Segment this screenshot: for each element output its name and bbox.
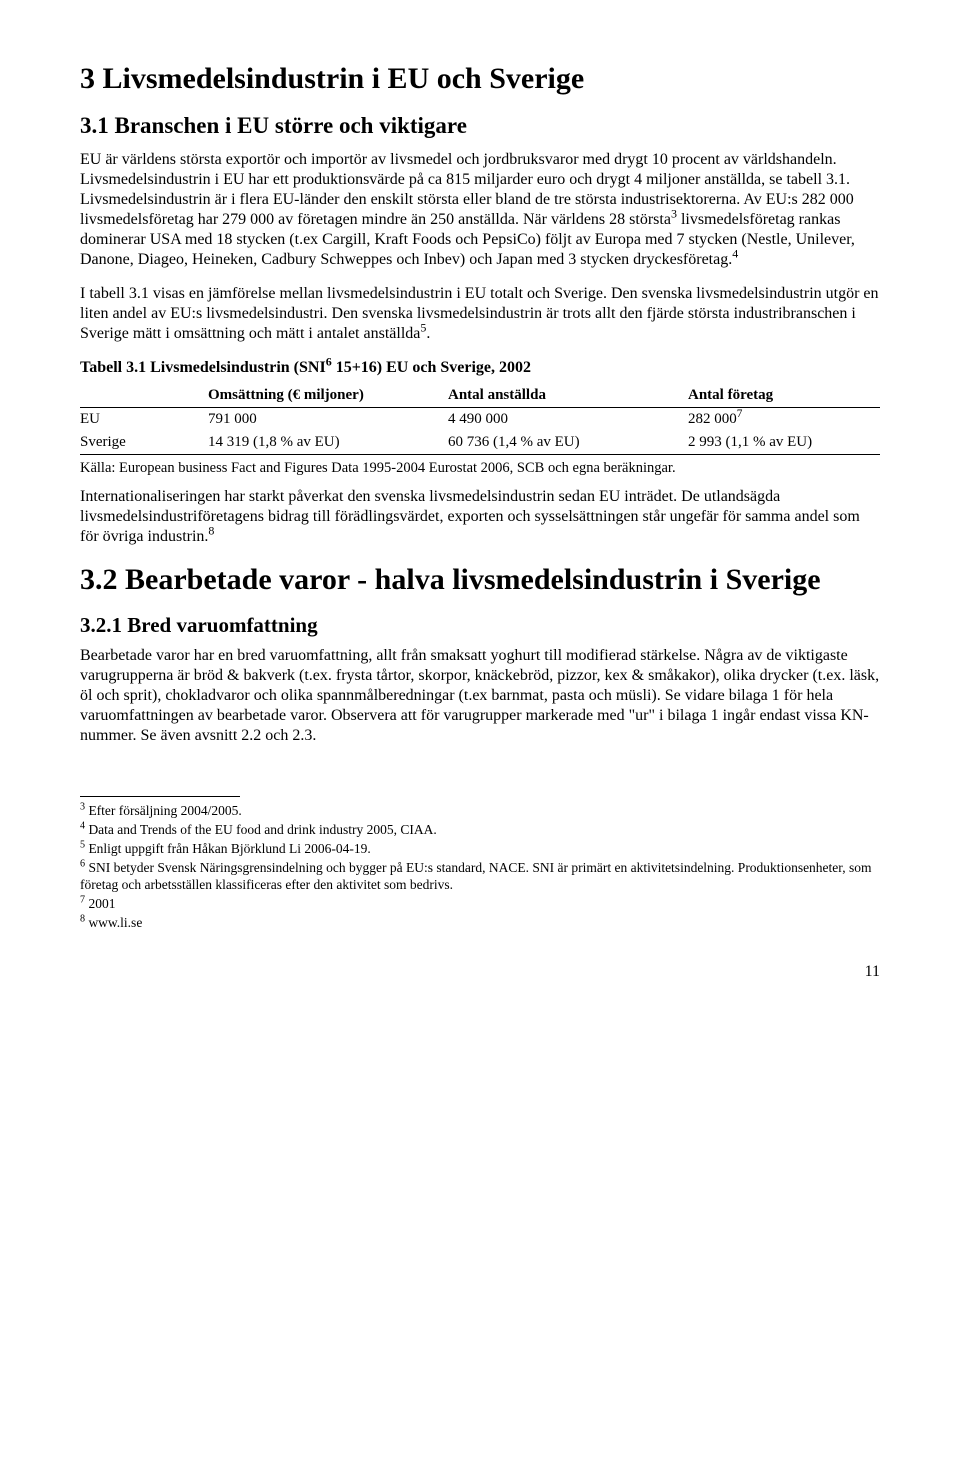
paragraph-3: Internationaliseringen har starkt påverk…: [80, 487, 880, 547]
page-number: 11: [80, 962, 880, 982]
footnote-divider: [80, 796, 240, 797]
th-foretag: Antal företag: [688, 384, 880, 407]
heading-1: 3 Livsmedelsindustrin i EU och Sverige: [80, 60, 880, 98]
table-row: Sverige 14 319 (1,8 % av EU) 60 736 (1,4…: [80, 431, 880, 454]
fn-text: Enligt uppgift från Håkan Björklund Li 2…: [85, 841, 371, 856]
fn-text: Efter försäljning 2004/2005.: [85, 803, 242, 818]
paragraph-1: EU är världens största exportör och impo…: [80, 150, 880, 270]
footnote-6: 6 SNI betyder Svensk Näringsgrensindelni…: [80, 860, 880, 894]
cell-label: EU: [80, 408, 208, 431]
caption-a: Tabell 3.1 Livsmedelsindustrin (SNI: [80, 359, 326, 376]
footnote-8: 8 www.li.se: [80, 915, 880, 932]
table-caption: Tabell 3.1 Livsmedelsindustrin (SNI6 15+…: [80, 358, 880, 378]
footnote-ref-7: 7: [737, 408, 743, 420]
fn-text: 2001: [85, 896, 115, 911]
heading-3-2-1: 3.2.1 Bred varuomfattning: [80, 612, 880, 638]
fn-text: SNI betyder Svensk Näringsgrensindelning…: [80, 860, 872, 892]
p3-text: Internationaliseringen har starkt påverk…: [80, 488, 860, 545]
footnote-4: 4 Data and Trends of the EU food and dri…: [80, 822, 880, 839]
cell-c2: 4 490 000: [448, 408, 688, 431]
cell-c3: 282 0007: [688, 408, 880, 431]
heading-3-2: 3.2 Bearbetade varor - halva livsmedelsi…: [80, 561, 880, 599]
paragraph-4: Bearbetade varor har en bred varuomfattn…: [80, 646, 880, 746]
cell-label: Sverige: [80, 431, 208, 454]
fn-text: Data and Trends of the EU food and drink…: [85, 822, 437, 837]
fn-text: www.li.se: [85, 915, 142, 930]
paragraph-2: I tabell 3.1 visas en jämförelse mellan …: [80, 284, 880, 344]
heading-3-1: 3.1 Branschen i EU större och viktigare: [80, 112, 880, 141]
table-header-row: Omsättning (€ miljoner) Antal anställda …: [80, 384, 880, 407]
cell-c2: 60 736 (1,4 % av EU): [448, 431, 688, 454]
data-table: Omsättning (€ miljoner) Antal anställda …: [80, 384, 880, 454]
th-omsattning: Omsättning (€ miljoner): [208, 384, 448, 407]
footnote-3: 3 Efter försäljning 2004/2005.: [80, 803, 880, 820]
cell-c3-val: 282 000: [688, 411, 737, 427]
p2-text: I tabell 3.1 visas en jämförelse mellan …: [80, 285, 879, 342]
footnote-ref-8: 8: [208, 523, 214, 537]
p2-end: .: [426, 325, 430, 342]
cell-c3: 2 993 (1,1 % av EU): [688, 431, 880, 454]
footnotes: 3 Efter försäljning 2004/2005. 4 Data an…: [80, 803, 880, 931]
th-blank: [80, 384, 208, 407]
cell-c1: 791 000: [208, 408, 448, 431]
th-anstallda: Antal anställda: [448, 384, 688, 407]
table-row: EU 791 000 4 490 000 282 0007: [80, 408, 880, 431]
footnote-7: 7 2001: [80, 896, 880, 913]
footnote-5: 5 Enligt uppgift från Håkan Björklund Li…: [80, 841, 880, 858]
table-source: Källa: European business Fact and Figure…: [80, 459, 880, 477]
caption-b: 15+16) EU och Sverige, 2002: [332, 359, 531, 376]
footnote-ref-4: 4: [732, 247, 738, 261]
cell-c1: 14 319 (1,8 % av EU): [208, 431, 448, 454]
